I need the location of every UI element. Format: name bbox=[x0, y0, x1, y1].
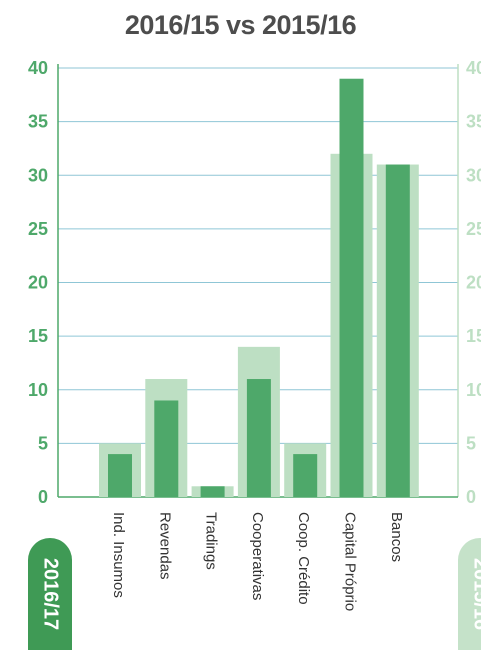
y-tick-label: 20 bbox=[28, 273, 48, 293]
y-tick-label-right: 35 bbox=[466, 112, 481, 132]
legend-current-badge: 2016/17 bbox=[28, 538, 72, 650]
bar-current bbox=[201, 486, 225, 497]
category-label: Capital Próprio bbox=[342, 512, 359, 611]
bar-current bbox=[340, 79, 364, 497]
y-tick-label-right: 30 bbox=[466, 165, 481, 185]
y-tick-label: 35 bbox=[28, 112, 48, 132]
y-tick-label-right: 15 bbox=[466, 326, 481, 346]
bar-current bbox=[108, 454, 132, 497]
y-tick-label: 40 bbox=[28, 58, 48, 78]
bar-current bbox=[293, 454, 317, 497]
bar-current bbox=[386, 165, 410, 497]
category-label: Cooperativas bbox=[249, 512, 266, 600]
category-label: Revendas bbox=[156, 512, 173, 580]
y-tick-label-right: 40 bbox=[466, 58, 481, 78]
bar-current bbox=[247, 379, 271, 497]
y-tick-label: 25 bbox=[28, 219, 48, 239]
y-tick-label-right: 20 bbox=[466, 273, 481, 293]
y-tick-label-right: 0 bbox=[466, 487, 476, 507]
bar-current bbox=[154, 400, 178, 497]
category-label: Bancos bbox=[388, 512, 405, 562]
y-tick-label: 0 bbox=[38, 487, 48, 507]
legend-current-label: 2016/17 bbox=[39, 558, 62, 630]
y-tick-label-right: 25 bbox=[466, 219, 481, 239]
category-label: Tradings bbox=[203, 512, 220, 570]
y-tick-label: 5 bbox=[38, 433, 48, 453]
y-tick-label: 10 bbox=[28, 380, 48, 400]
y-tick-label-right: 10 bbox=[466, 380, 481, 400]
y-tick-label: 15 bbox=[28, 326, 48, 346]
y-tick-label-right: 5 bbox=[466, 433, 476, 453]
category-label: Ind. Insumos bbox=[110, 512, 127, 598]
legend-previous-badge: 2015/16 bbox=[458, 538, 481, 650]
category-label: Coop. Crédito bbox=[295, 512, 312, 605]
y-tick-label: 30 bbox=[28, 165, 48, 185]
legend-previous-label: 2015/16 bbox=[469, 558, 481, 630]
